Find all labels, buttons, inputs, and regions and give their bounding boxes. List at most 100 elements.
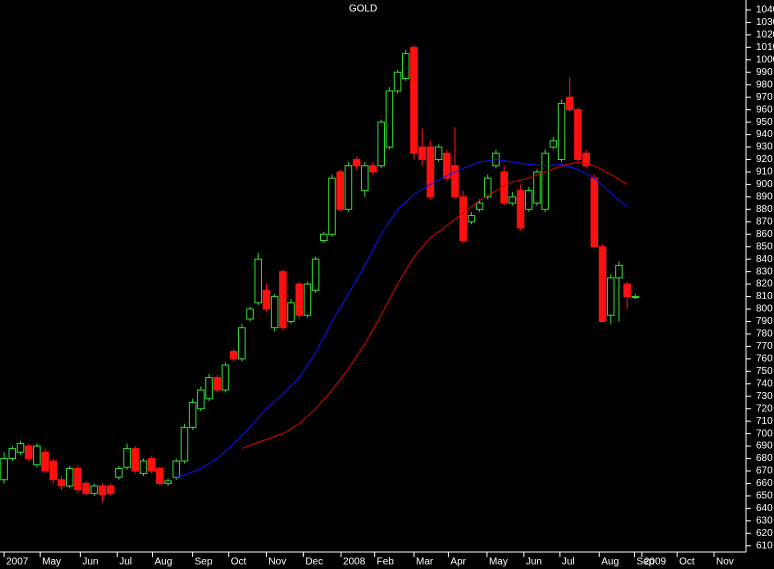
candle-body xyxy=(172,460,181,478)
candle-body xyxy=(279,271,287,329)
candle-body xyxy=(74,468,82,491)
y-tick-label: 720 xyxy=(756,403,773,414)
x-tick-label: Apr xyxy=(450,557,466,568)
y-tick-label: 680 xyxy=(756,453,773,464)
y-tick-label: 650 xyxy=(756,491,773,502)
y-tick-label: 740 xyxy=(756,378,773,389)
candle-body xyxy=(164,480,172,484)
y-tick-label: 850 xyxy=(756,241,773,252)
candle-body xyxy=(270,296,279,329)
candle-body xyxy=(8,448,17,460)
y-tick-label: 830 xyxy=(756,266,773,277)
x-tick-label: Jun xyxy=(82,557,98,568)
y-tick-label: 890 xyxy=(756,192,773,203)
x-tick-label: Dec xyxy=(305,557,323,568)
y-tick-label: 950 xyxy=(756,117,773,128)
x-tick-label: Aug xyxy=(154,557,172,568)
x-tick-label: Nov xyxy=(268,557,286,568)
candle-body xyxy=(90,485,99,494)
x-tick-label: Oct xyxy=(679,557,695,568)
candle-body xyxy=(213,377,222,391)
x-tick-label: Oct xyxy=(231,557,247,568)
candle-body xyxy=(205,377,213,400)
y-tick-label: 870 xyxy=(756,216,773,227)
candle-body xyxy=(287,302,295,322)
x-tick-label: Sep xyxy=(637,557,655,568)
moving-average xyxy=(241,161,628,450)
y-tick-label: 820 xyxy=(756,279,773,290)
candle-body xyxy=(254,258,263,304)
y-tick-label: 990 xyxy=(756,67,773,78)
candle-body xyxy=(369,165,377,173)
candle-body xyxy=(443,152,451,179)
candle-body xyxy=(16,443,25,453)
x-tick-label: Jun xyxy=(526,557,542,568)
candle-body xyxy=(615,264,623,279)
candle-body xyxy=(336,171,344,210)
y-tick-label: 630 xyxy=(756,515,773,526)
x-tick-label: 2007 xyxy=(6,557,29,568)
candle-body xyxy=(57,479,66,487)
y-tick-label: 880 xyxy=(756,204,773,215)
y-tick-label: 960 xyxy=(756,104,773,115)
candle-body xyxy=(590,177,599,248)
y-tick-label: 900 xyxy=(756,179,773,190)
y-tick-label: 640 xyxy=(756,503,773,514)
candle-body xyxy=(533,171,541,204)
candle-body xyxy=(156,468,164,484)
candle-body xyxy=(320,233,328,241)
candle-body xyxy=(516,190,525,229)
candle-body xyxy=(385,90,394,148)
x-tick-label: Nov xyxy=(716,557,734,568)
candle-body xyxy=(147,458,156,472)
candle-body xyxy=(434,146,443,160)
candle-body xyxy=(582,152,590,167)
x-tick-label: May xyxy=(42,557,61,568)
y-tick-label: 700 xyxy=(756,428,773,439)
candle-body xyxy=(221,364,230,391)
y-tick-label: 970 xyxy=(756,92,773,103)
candle-body xyxy=(574,109,582,160)
candle-body xyxy=(295,283,303,316)
y-tick-label: 1010 xyxy=(756,42,774,53)
candle-body xyxy=(483,177,492,198)
candle-body xyxy=(41,451,49,472)
candle-body xyxy=(402,53,410,80)
y-tick-label: 800 xyxy=(756,304,773,315)
y-tick-label: 770 xyxy=(756,341,773,352)
x-tick-label: 2008 xyxy=(343,557,366,568)
y-tick-label: 980 xyxy=(756,79,773,90)
candle-body xyxy=(24,445,33,460)
candle-body xyxy=(606,277,615,316)
y-tick-label: 840 xyxy=(756,254,773,265)
candle-body xyxy=(623,283,631,298)
y-tick-label: 1040 xyxy=(756,5,774,16)
y-tick-label: 1030 xyxy=(756,17,774,28)
candle-body xyxy=(451,165,459,198)
x-tick-label: 2009 xyxy=(644,557,667,568)
candle-body xyxy=(33,445,41,466)
y-tick-label: 730 xyxy=(756,391,773,402)
candle-body xyxy=(598,246,607,322)
y-tick-label: 920 xyxy=(756,154,773,165)
y-tick-label: 690 xyxy=(756,441,773,452)
candle-body xyxy=(311,258,320,291)
y-tick-label: 810 xyxy=(756,291,773,302)
candle-body xyxy=(115,468,123,478)
candle-body xyxy=(352,158,361,167)
x-tick-label: Aug xyxy=(601,557,619,568)
candle-body xyxy=(418,146,426,160)
candle-body xyxy=(361,165,369,192)
x-tick-label: Feb xyxy=(377,557,395,568)
candle-body xyxy=(139,460,148,474)
candle-body xyxy=(426,146,435,198)
y-tick-label: 860 xyxy=(756,229,773,240)
candle-body xyxy=(467,215,476,223)
x-tick-label: Jul xyxy=(562,557,575,568)
candle-body xyxy=(557,102,566,160)
candle-body xyxy=(344,165,353,210)
candle-body xyxy=(459,196,467,241)
candle-body xyxy=(131,448,140,472)
y-tick-label: 610 xyxy=(756,540,773,551)
